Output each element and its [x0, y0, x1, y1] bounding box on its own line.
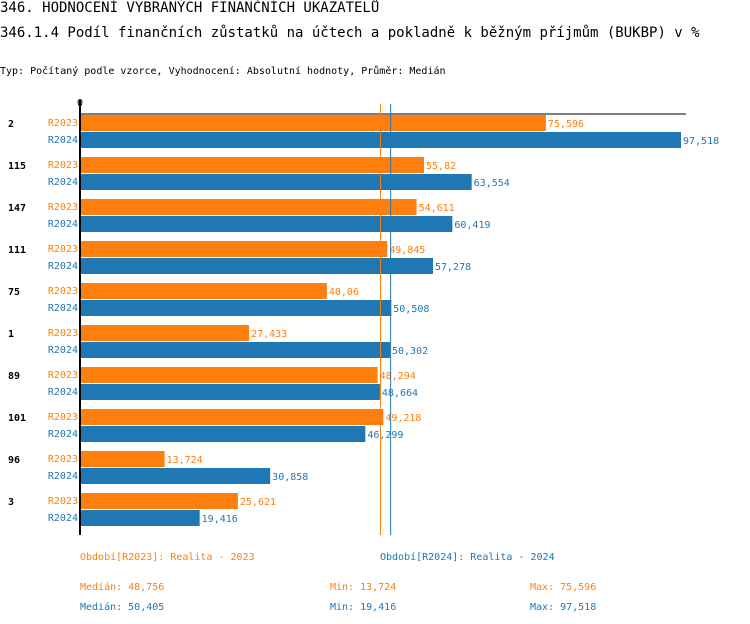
data-label: 97,518 — [683, 136, 719, 147]
bar-r2023 — [80, 157, 425, 173]
bar-r2023 — [80, 115, 546, 131]
series-label: R2024 — [48, 135, 78, 146]
series-label: R2023 — [48, 244, 78, 255]
category-label: 147 — [8, 203, 26, 214]
min-stat: Min: 19,416 — [330, 602, 396, 613]
data-label: 46,299 — [367, 430, 403, 441]
max-stat: Max: 97,518 — [530, 602, 596, 613]
series-label: R2024 — [48, 303, 78, 314]
bar-r2024 — [80, 510, 200, 526]
data-label: 48,664 — [382, 388, 418, 399]
bar-r2023 — [80, 241, 388, 257]
data-label: 63,554 — [474, 178, 510, 189]
series-label: R2023 — [48, 202, 78, 213]
indicator-title: 346.1.4 Podíl finančních zůstatků na účt… — [0, 25, 700, 41]
data-label: 48,294 — [380, 371, 416, 382]
category-label: 111 — [8, 245, 26, 256]
bar-r2024 — [80, 174, 472, 190]
series-label: R2023 — [48, 454, 78, 465]
data-label: 25,621 — [240, 497, 276, 508]
category-label: 1 — [8, 329, 14, 340]
data-label: 55,82 — [426, 161, 456, 172]
bar-r2024 — [80, 384, 380, 400]
bar-r2023 — [80, 451, 165, 467]
series-label: R2023 — [48, 370, 78, 381]
data-label: 54,611 — [419, 203, 455, 214]
data-label: 57,278 — [435, 262, 471, 273]
section-title: 346. HODNOCENÍ VYBRANÝCH FINANČNÍCH UKAZ… — [0, 0, 380, 16]
data-label: 50,508 — [393, 304, 429, 315]
data-label: 49,218 — [385, 413, 421, 424]
category-label: 75 — [8, 287, 20, 298]
bar-r2023 — [80, 493, 238, 509]
median-stat: Medián: 50,405 — [80, 601, 164, 613]
chart-subtitle: Typ: Počítaný podle vzorce, Vyhodnocení:… — [0, 66, 446, 77]
category-label: 96 — [8, 455, 20, 466]
bar-r2024 — [80, 216, 453, 232]
series-label: R2024 — [48, 471, 78, 482]
bar-r2024 — [80, 342, 391, 358]
bar-r2024 — [80, 468, 271, 484]
data-label: 49,845 — [389, 245, 425, 256]
category-label: 115 — [8, 161, 26, 172]
series-label: R2023 — [48, 412, 78, 423]
data-label: 60,419 — [454, 220, 490, 231]
bar-r2023 — [80, 325, 250, 341]
bar-r2024 — [80, 300, 392, 316]
bar-r2023 — [80, 283, 327, 299]
category-label: 3 — [8, 497, 14, 508]
series-label: R2024 — [48, 513, 78, 524]
data-label: 19,416 — [202, 514, 238, 525]
data-label: 40,06 — [329, 287, 359, 298]
bar-r2024 — [80, 258, 434, 274]
series-label: R2024 — [48, 177, 78, 188]
category-label: 89 — [8, 371, 20, 382]
series-label: R2023 — [48, 328, 78, 339]
series-label: R2024 — [48, 345, 78, 356]
data-label: 30,858 — [272, 472, 308, 483]
series-label: R2024 — [48, 387, 78, 398]
data-label: 75,596 — [548, 119, 584, 130]
bar-r2023 — [80, 367, 378, 383]
data-label: 27,433 — [251, 329, 287, 340]
series-label: R2024 — [48, 219, 78, 230]
legend-label: Období[R2024]: Realita - 2024 — [380, 551, 555, 563]
series-label: R2024 — [48, 429, 78, 440]
series-label: R2023 — [48, 160, 78, 171]
series-label: R2024 — [48, 261, 78, 272]
median-stat: Medián: 48,756 — [80, 581, 164, 593]
data-label: 13,724 — [167, 455, 203, 466]
category-label: 2 — [8, 119, 14, 130]
bar-r2023 — [80, 199, 417, 215]
data-label: 50,302 — [392, 346, 428, 357]
max-stat: Max: 75,596 — [530, 582, 596, 593]
category-label: 101 — [8, 413, 26, 424]
bar-r2023 — [80, 409, 384, 425]
min-stat: Min: 13,724 — [330, 582, 396, 593]
series-label: R2023 — [48, 286, 78, 297]
series-label: R2023 — [48, 118, 78, 129]
series-label: R2023 — [48, 496, 78, 507]
bar-r2024 — [80, 426, 366, 442]
legend-label: Období[R2023]: Realita - 2023 — [80, 551, 255, 563]
